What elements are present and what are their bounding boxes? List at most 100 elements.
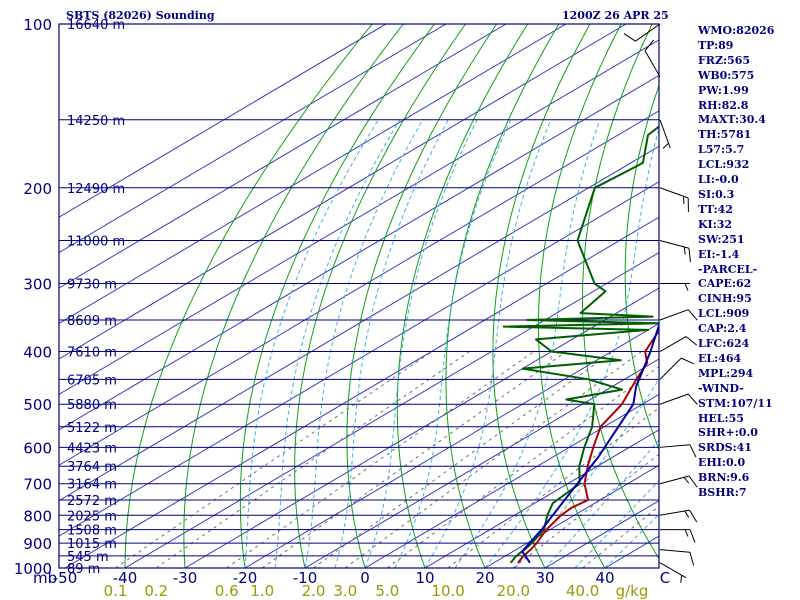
wind-barb: [659, 475, 698, 488]
temperature-tick-label: 40: [595, 569, 614, 587]
isotherm: [64, 216, 659, 568]
index-item: BRN:9.6: [698, 471, 750, 485]
wind-barb: [659, 393, 698, 405]
isotherm: [364, 393, 659, 568]
wind-barb-flag: [689, 509, 698, 523]
height-label: 1508 m: [67, 524, 117, 539]
wind-barb-shaft: [635, 23, 661, 42]
index-item: KI:32: [698, 217, 733, 231]
wind-barb: [659, 309, 698, 321]
wind-barb-flag: [662, 142, 669, 149]
dry-adiabat: [784, 24, 800, 568]
height-label: 16640 m: [67, 18, 125, 33]
index-item: SRDS:41: [698, 441, 752, 455]
moist-adiabat: [274, 119, 401, 568]
index-item: EL:464: [698, 351, 742, 365]
isotherm: [59, 39, 659, 395]
index-item: FRZ:565: [698, 53, 751, 67]
isotherm: [59, 145, 659, 502]
index-item: LCL:909: [698, 307, 750, 321]
index-item: CAP:2.4: [698, 322, 747, 336]
wind-barb-shaft: [659, 357, 682, 380]
moist-adiabat: [304, 119, 424, 568]
index-item: MAXT:30.4: [698, 113, 766, 127]
index-item: L57:5.7: [698, 143, 745, 157]
isotherm: [484, 464, 659, 568]
temperature-tick-label: -10: [293, 569, 318, 587]
index-item: EHI:0.0: [698, 456, 746, 470]
mixing-ratio-tick-label: 5.0: [375, 582, 399, 600]
height-label: 545 m: [67, 550, 109, 565]
isotherm: [424, 429, 659, 568]
sounding-profiles: [502, 125, 659, 564]
wind-barb: [659, 509, 698, 523]
wind-barb: [660, 529, 696, 543]
moist-adiabat: [484, 127, 659, 568]
wind-barb-flag: [681, 357, 695, 365]
pressure-tick-label: 1000: [14, 560, 52, 578]
pressure-tick-label: 900: [23, 535, 52, 553]
isotherm: [59, 181, 659, 537]
mixing-ratio-tick-label: 2.0: [302, 582, 326, 600]
isotherm: [59, 24, 627, 360]
height-label: 3764 m: [67, 460, 117, 475]
station-title: SBTS (82026) Sounding: [66, 9, 215, 22]
moist-adiabat: [244, 119, 379, 568]
wind-barb-flag: [688, 248, 691, 263]
pressure-tick-label: 500: [23, 396, 52, 414]
wind-barb-shaft: [659, 549, 690, 553]
wind-barb: [659, 549, 695, 566]
index-item: EI:-1.4: [698, 247, 740, 261]
wind-barb: [659, 562, 687, 583]
height-label: 89 m: [67, 562, 100, 577]
temperature-unit-label: C: [660, 569, 670, 587]
height-label: 2025 m: [67, 509, 117, 524]
index-item: PW:1.99: [698, 83, 749, 97]
wind-barb: [623, 23, 661, 42]
wind-barb-flag: [680, 575, 683, 583]
index-item: LI:-0.0: [698, 173, 739, 187]
wind-barb-flag: [683, 476, 690, 484]
wind-barb-flag: [683, 246, 686, 255]
mixing-ratio-tick-label: 0.2: [144, 582, 168, 600]
temperature-tick-label: 30: [535, 569, 554, 587]
moist-adiabat: [574, 479, 659, 568]
index-item: SHR+:0.0: [698, 426, 758, 440]
temperature-tick-label: 20: [475, 569, 494, 587]
index-item: SW:251: [698, 232, 745, 246]
moist-adiabat: [424, 119, 552, 568]
index-item: MPL:294: [698, 366, 754, 380]
height-label: 4423 m: [67, 441, 117, 456]
axis-labels: 16640 m 14250 m 12490 m 11000 m 9730 m 8609 m…: [14, 16, 670, 600]
height-label: 2572 m: [67, 494, 117, 509]
wind-barb-flag: [687, 309, 698, 321]
wind-barb-flag: [684, 529, 689, 537]
wind-barb: [659, 336, 698, 352]
isotherm: [59, 74, 659, 431]
index-item: BSHR:7: [698, 486, 747, 500]
wind-barb: [659, 444, 697, 458]
pressure-tick-label: 700: [23, 476, 52, 494]
temperature-tick-label: -20: [233, 569, 258, 587]
plot-frame: [58, 23, 660, 569]
height-label: 1015 m: [67, 537, 117, 552]
wind-barb-flag: [689, 552, 695, 566]
mixing-ratio-tick-label: 20.0: [497, 582, 530, 600]
index-item: LFC:624: [698, 337, 750, 351]
dewpoint-line: [502, 125, 659, 564]
index-item: WMO:82026: [698, 24, 775, 37]
wind-barb-flag: [685, 336, 698, 346]
mixing-ratio-tick-label: 0.6: [215, 582, 239, 600]
height-label: 7610 m: [67, 346, 117, 361]
pressure-tick-label: 100: [23, 16, 52, 34]
isotherm: [304, 358, 659, 568]
parcel-line: [521, 322, 659, 564]
index-list: WMO:82026 TP:89 FRZ:565 WB0:575 PW:1.99 RH:82…: [698, 24, 774, 501]
isotherm: [59, 110, 659, 466]
moist-adiabat: [604, 513, 659, 568]
moist-adiabat: [454, 119, 601, 568]
wind-barb-flag: [684, 510, 690, 518]
isotherm: [184, 287, 659, 568]
wind-barbs: [623, 23, 698, 583]
isotherm: [59, 24, 567, 325]
